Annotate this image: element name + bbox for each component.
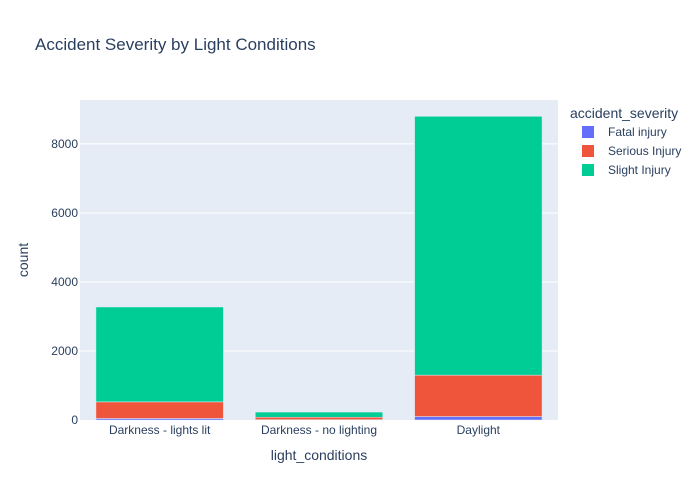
x-axis-title: light_conditions [271, 447, 368, 463]
bar-segment[interactable] [414, 116, 543, 376]
y-tick-label: 8000 [51, 137, 78, 151]
y-axis-title: count [15, 243, 31, 277]
legend-item-label[interactable]: Fatal injury [608, 125, 667, 139]
bar-segment[interactable] [255, 416, 383, 420]
bar-segment[interactable] [95, 401, 224, 419]
legend-title: accident_severity [570, 105, 678, 121]
y-tick-label: 2000 [51, 344, 78, 358]
legend: accident_severity Fatal injury Serious In… [570, 105, 681, 177]
x-tick-label: Darkness - lights lit [109, 423, 211, 437]
legend-item-label[interactable]: Serious Injury [608, 144, 681, 158]
chart-title: Accident Severity by Light Conditions [35, 35, 316, 54]
bar-segment[interactable] [414, 374, 543, 417]
x-axis-ticks: Darkness - lights lit Darkness - no light… [109, 423, 501, 437]
legend-item-label[interactable]: Slight Injury [608, 163, 671, 177]
bar-segment[interactable] [255, 411, 383, 418]
y-axis-ticks: 0 2000 4000 6000 8000 [51, 137, 78, 427]
y-tick-label: 4000 [51, 275, 78, 289]
y-tick-label: 0 [71, 413, 78, 427]
bars [95, 116, 543, 421]
legend-swatch[interactable] [582, 145, 594, 157]
legend-swatch[interactable] [582, 126, 594, 138]
legend-swatch[interactable] [582, 164, 594, 176]
bar-segment[interactable] [414, 416, 543, 421]
x-tick-label: Daylight [457, 423, 501, 437]
x-tick-label: Darkness - no lighting [261, 423, 377, 437]
y-tick-label: 6000 [51, 206, 78, 220]
bar-segment[interactable] [95, 306, 224, 403]
